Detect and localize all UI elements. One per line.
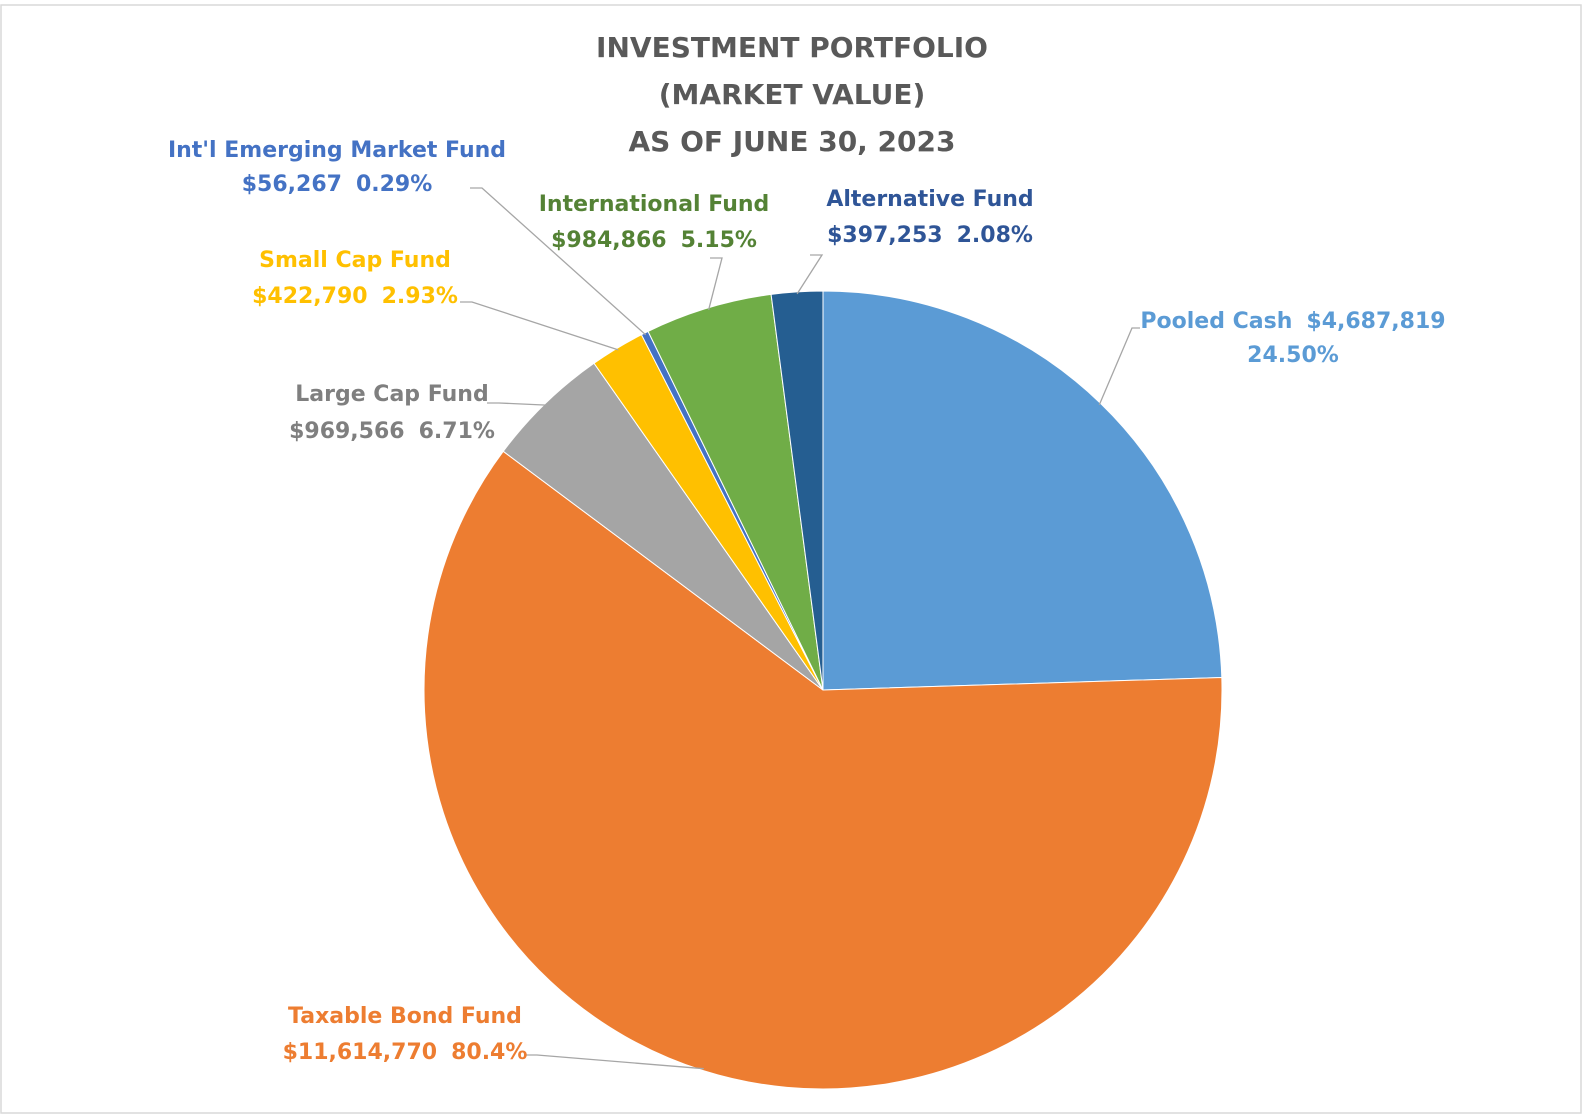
- data-label: $422,790 2.93%: [252, 284, 458, 309]
- label-percent: 2.93%: [382, 284, 458, 309]
- data-label: $984,866 5.15%: [551, 228, 757, 253]
- label-name: International Fund: [539, 192, 770, 217]
- label-percent: 0.29%: [356, 172, 432, 197]
- label-name: Large Cap Fund: [295, 382, 488, 407]
- label-value: $969,566: [289, 419, 405, 444]
- label-percent: 2.08%: [957, 223, 1033, 248]
- label-name: Alternative Fund: [826, 187, 1033, 212]
- data-label: $11,614,770 80.4%: [283, 1040, 528, 1065]
- leader-line: [487, 402, 547, 406]
- leader-line: [460, 301, 619, 351]
- label-value: $397,253: [827, 223, 943, 248]
- label-value: $422,790: [252, 284, 368, 309]
- data-label: $397,253 2.08%: [827, 223, 1033, 248]
- leader-line: [470, 187, 647, 336]
- chart-title: INVESTMENT PORTFOLIO: [596, 31, 988, 64]
- label-value: $4,687,819: [1306, 309, 1445, 334]
- leader-line: [708, 257, 723, 310]
- label-value: $984,866: [551, 228, 667, 253]
- pie-slice: [770, 290, 824, 691]
- label-value: $56,267: [242, 172, 342, 197]
- label-name: Taxable Bond Fund: [288, 1004, 522, 1029]
- label-percent: 24.50%: [1247, 343, 1339, 368]
- chart-title: AS OF JUNE 30, 2023: [628, 125, 955, 158]
- pie-slice: [423, 450, 1223, 1090]
- data-label: $56,267 0.29%: [242, 172, 433, 197]
- chart-title: (MARKET VALUE): [659, 78, 926, 111]
- data-label: $969,566 6.71%: [289, 419, 495, 444]
- label-percent: 5.15%: [681, 228, 757, 253]
- leader-line: [1098, 327, 1140, 406]
- pie-slice: [822, 290, 1223, 691]
- label-name: Pooled Cash: [1140, 309, 1292, 334]
- label-name: Small Cap Fund: [259, 248, 451, 273]
- leader-line: [796, 254, 824, 295]
- label-percent: 6.71%: [419, 419, 495, 444]
- leader-line: [525, 1054, 704, 1070]
- label-name: Int'l Emerging Market Fund: [168, 138, 506, 163]
- data-label: Pooled Cash $4,687,819: [1140, 309, 1445, 334]
- label-value: $11,614,770: [283, 1040, 437, 1065]
- label-percent: 80.4%: [451, 1040, 527, 1065]
